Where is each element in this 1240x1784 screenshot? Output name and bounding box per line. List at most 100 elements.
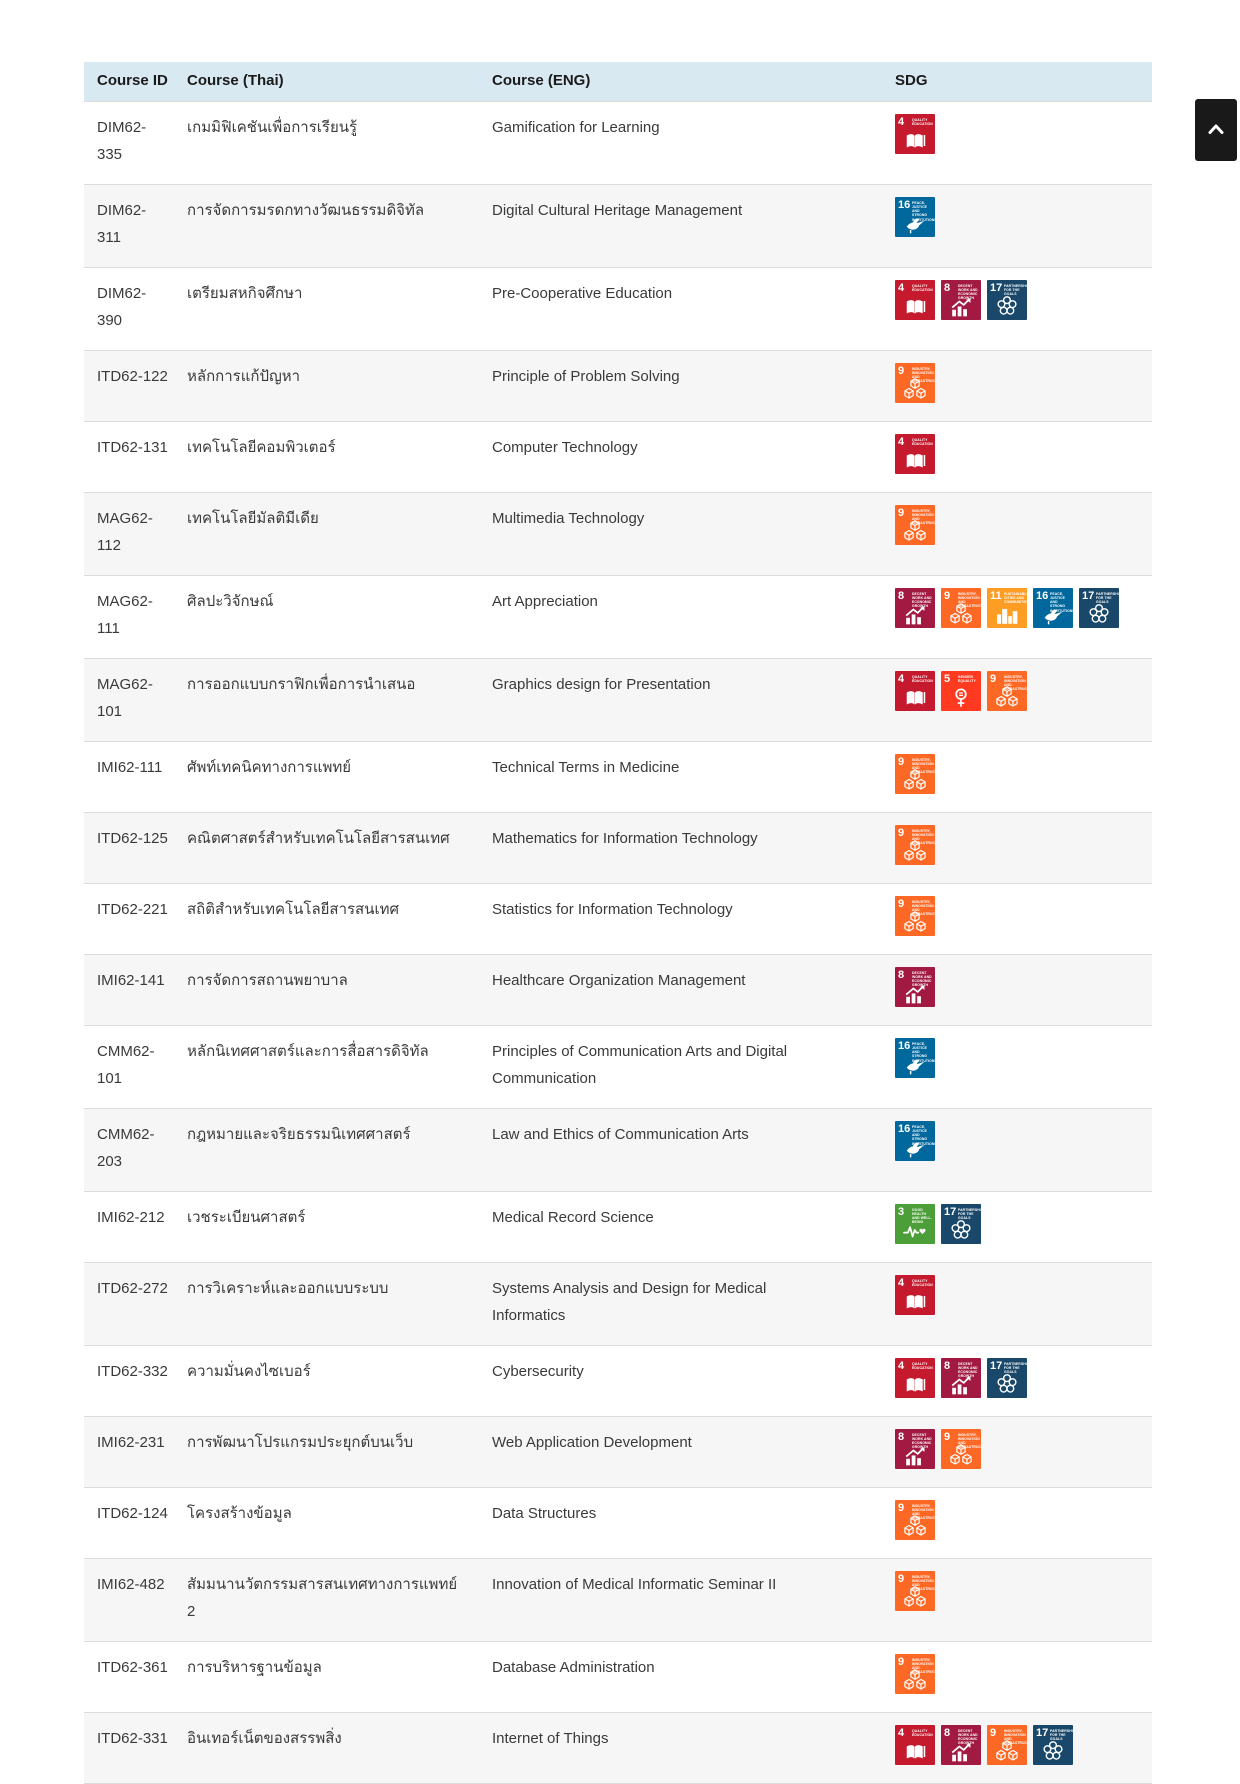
book-icon [902, 296, 928, 318]
table-row: ITD62-125 คณิตศาสตร์สำหรับเทคโนโลยีสารสนเ… [84, 811, 1152, 883]
sdg-label: DECENT WORK AND ECONOMIC GROWTH [912, 970, 932, 988]
sdg-number: 9 [990, 672, 997, 685]
sdg-number: 9 [990, 1726, 997, 1739]
growth-chart-icon [902, 983, 928, 1005]
course-thai-cell: ศิลปะวิจักษณ์ [187, 592, 274, 610]
cubes-icon [902, 1668, 928, 1692]
book-icon [902, 1741, 928, 1763]
course-id-cell: IMI62-111 [97, 758, 163, 776]
cubes-icon [902, 910, 928, 934]
course-id-cell: DIM62-311 [97, 201, 147, 246]
sdg-label: INDUSTRY, INNOVATION AND INFRASTRUCTURE [1004, 1728, 1027, 1746]
sdg-cell: 4 QUALITY EDUCATION 8 DECENT WORK AND ECONO… [882, 1346, 1152, 1416]
sdg-number: 16 [898, 1039, 911, 1052]
course-id-cell: ITD62-221 [97, 900, 168, 918]
table-row: IMI62-482 สัมมนานวัตกรรมสารสนเทศทางการแพท… [84, 1557, 1152, 1641]
sdg-badge-9: 9 INDUSTRY, INNOVATION AND INFRASTRUCTURE [895, 895, 935, 936]
table-row: DIM62-390 เตรียมสหกิจศึกษา Pre-Cooperative… [84, 266, 1152, 350]
sdg-number: 9 [898, 506, 905, 519]
sdg-badge-9: 9 INDUSTRY, INNOVATION AND INFRASTRUCTURE [895, 1570, 935, 1611]
table-row: ITD62-122 หลักการแก้ปัญหา Principle of Pro… [84, 349, 1152, 421]
course-thai-cell: เกมมิฟิเคชันเพื่อการเรียนรู้ [187, 118, 358, 136]
course-eng-cell: Technical Terms in Medicine [492, 758, 680, 776]
course-eng-cell: Medical Record Science [492, 1208, 654, 1226]
course-thai-cell: ความมั่นคงไซเบอร์ [187, 1362, 311, 1380]
table-row: ITD62-272 การวิเคราะห์และออกแบบระบบ System… [84, 1261, 1152, 1345]
sdg-label: PARTNERSHIPS FOR THE GOALS [958, 1207, 981, 1221]
sdg-number: 9 [898, 1572, 905, 1585]
sdg-label: INDUSTRY, INNOVATION AND INFRASTRUCTURE [912, 1503, 935, 1521]
sdg-badge-list: 4 QUALITY EDUCATION 8 DECENT WORK AND ECONO… [882, 1713, 1152, 1765]
sdg-cell: 9 INDUSTRY, INNOVATION AND INFRASTRUCTURE [882, 351, 1152, 421]
course-thai-cell: โครงสร้างข้อมูล [187, 1504, 292, 1522]
sdg-badge-9: 9 INDUSTRY, INNOVATION AND INFRASTRUCTURE [895, 753, 935, 794]
sdg-label: QUALITY EDUCATION [912, 437, 933, 446]
sdg-badge-4: 4 QUALITY EDUCATION [895, 433, 935, 474]
table-row: ITD62-332 ความมั่นคงไซเบอร์ Cybersecurity 4… [84, 1344, 1152, 1416]
sdg-badge-16: 16 PEACE, JUSTICE AND STRONG INSTITUTIONS [1033, 587, 1073, 628]
sdg-number: 9 [944, 1430, 951, 1443]
sdg-number: 17 [990, 1359, 1003, 1372]
sdg-badge-list: 3 GOOD HEALTH AND WELL-BEING 17PARTNERSHIP… [882, 1192, 1152, 1244]
circle-flower-icon [948, 1218, 974, 1242]
course-thai-cell: การจัดการมรดกทางวัฒนธรรมดิจิทัล [187, 201, 425, 219]
sdg-number: 8 [898, 589, 905, 602]
sdg-number: 8 [944, 1359, 951, 1372]
course-id-cell: CMM62-101 [97, 1042, 155, 1087]
sdg-label: PARTNERSHIPS FOR THE GOALS [1050, 1728, 1073, 1742]
sdg-number: 9 [898, 897, 905, 910]
column-header-course-thai: Course (Thai) [187, 72, 284, 89]
table-row: MAG62-112 เทคโนโลยีมัลติมีเดีย Multimedia … [84, 491, 1152, 575]
table-row: ITD62-124 โครงสร้างข้อมูล Data Structures 9… [84, 1486, 1152, 1558]
sdg-cell: 4 QUALITY EDUCATION [882, 422, 1152, 492]
course-eng-cell: Web Application Development [492, 1433, 692, 1451]
course-id-cell: MAG62-101 [97, 675, 153, 720]
sdg-label: INDUSTRY, INNOVATION AND INFRASTRUCTURE [912, 899, 935, 917]
sdg-cell: 16 PEACE, JUSTICE AND STRONG INSTITUTIONS [882, 185, 1152, 267]
course-thai-cell: เทคโนโลยีคอมพิวเตอร์ [187, 438, 336, 456]
sdg-badge-8: 8 DECENT WORK AND ECONOMIC GROWTH [941, 279, 981, 320]
course-thai-cell: ศัพท์เทคนิคทางการแพทย์ [187, 758, 352, 776]
cubes-icon [902, 839, 928, 863]
table-row: ITD62-331 อินเทอร์เน็ตของสรรพสิ่ง Internet… [84, 1711, 1152, 1783]
sdg-number: 4 [898, 1726, 905, 1739]
scroll-to-top-button[interactable] [1195, 99, 1237, 161]
sdg-cell: 9 INDUSTRY, INNOVATION AND INFRASTRUCTURE [882, 813, 1152, 883]
table-row: MAG62-111 ศิลปะวิจักษณ์ Art Appreciation 8 D… [84, 574, 1152, 658]
sdg-cell: 3 GOOD HEALTH AND WELL-BEING 17PARTNERSHIP… [882, 1192, 1152, 1262]
sdg-number: 16 [1036, 589, 1049, 602]
course-eng-cell: Gamification for Learning [492, 118, 660, 136]
sdg-label: INDUSTRY, INNOVATION AND INFRASTRUCTURE [912, 1574, 935, 1592]
sdg-label: PEACE, JUSTICE AND STRONG INSTITUTIONS [912, 1124, 935, 1146]
city-icon [994, 604, 1020, 626]
sdg-label: DECENT WORK AND ECONOMIC GROWTH [958, 1361, 978, 1379]
sdg-label: INDUSTRY, INNOVATION AND INFRASTRUCTURE [1004, 674, 1027, 692]
sdg-badge-9: 9 INDUSTRY, INNOVATION AND INFRASTRUCTURE [941, 587, 981, 628]
course-id-cell: IMI62-482 [97, 1575, 165, 1593]
sdg-cell: 8 DECENT WORK AND ECONOMIC GROWTH [882, 955, 1152, 1025]
gender-equality-icon [949, 687, 973, 709]
circle-flower-icon [1086, 602, 1112, 626]
sdg-badge-16: 16 PEACE, JUSTICE AND STRONG INSTITUTIONS [895, 1037, 935, 1078]
growth-chart-icon [948, 1741, 974, 1763]
course-eng-cell: Healthcare Organization Management [492, 971, 746, 989]
table-header: Course ID Course (Thai) Course (ENG) SDG [84, 62, 1152, 101]
cubes-icon [948, 1443, 974, 1467]
heartbeat-icon [902, 1220, 928, 1242]
course-eng-cell: Computer Technology [492, 438, 638, 456]
sdg-cell: 9 INDUSTRY, INNOVATION AND INFRASTRUCTURE [882, 493, 1152, 575]
sdg-badge-list: 8 DECENT WORK AND ECONOMIC GROWTH [882, 955, 1152, 1007]
sdg-label: INDUSTRY, INNOVATION AND INFRASTRUCTURE [912, 757, 935, 775]
cubes-icon [902, 519, 928, 543]
sdg-badge-9: 9 INDUSTRY, INNOVATION AND INFRASTRUCTURE [895, 1653, 935, 1694]
growth-chart-icon [902, 604, 928, 626]
sdg-label: DECENT WORK AND ECONOMIC GROWTH [912, 591, 932, 609]
dove-icon [1040, 604, 1066, 626]
sdg-badge-8: 8 DECENT WORK AND ECONOMIC GROWTH [941, 1357, 981, 1398]
sdg-badge-list: 4 QUALITY EDUCATION [882, 1263, 1152, 1315]
sdg-badge-5: 5 GENDER EQUALITY [941, 670, 981, 711]
sdg-number: 4 [898, 1276, 905, 1289]
circle-flower-icon [1040, 1739, 1066, 1763]
sdg-cell: 16 PEACE, JUSTICE AND STRONG INSTITUTIONS [882, 1109, 1152, 1191]
sdg-badge-list: 16 PEACE, JUSTICE AND STRONG INSTITUTIONS [882, 1026, 1152, 1078]
